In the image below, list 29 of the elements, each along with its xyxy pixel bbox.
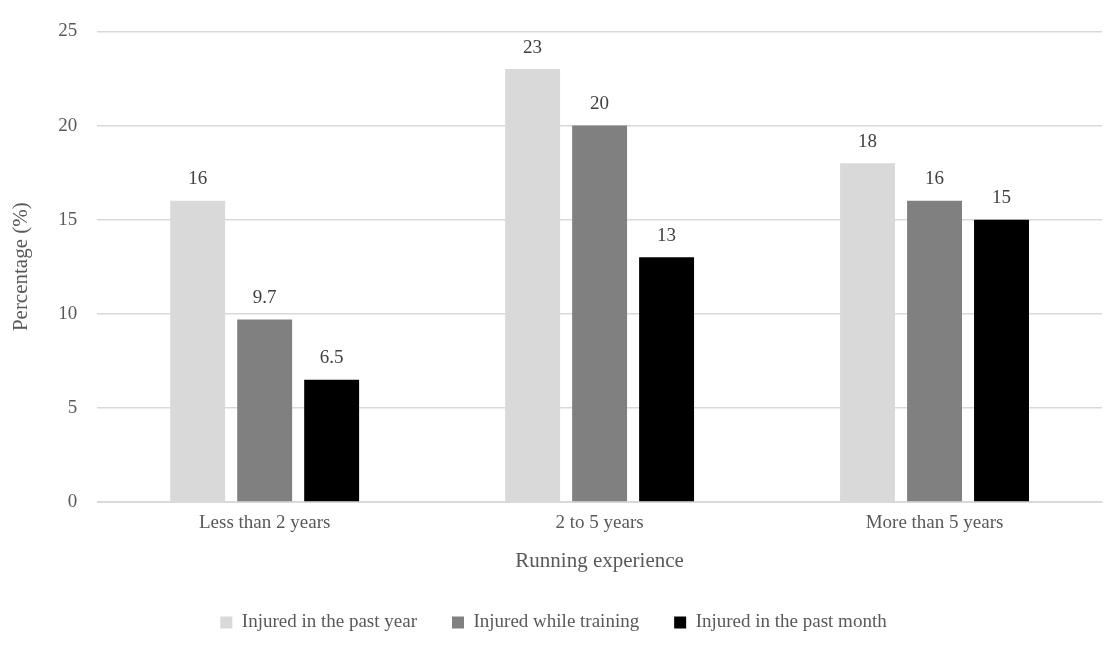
x-tick-label: Less than 2 years (198, 511, 331, 533)
y-tick-label: 0 (67, 489, 78, 511)
bar (304, 379, 360, 502)
bar (974, 219, 1029, 502)
y-tick-label: 5 (67, 395, 78, 417)
x-tick-label: More than 5 years (865, 511, 1004, 533)
x-axis-title: Running experience (515, 547, 684, 572)
bar (572, 125, 628, 502)
data-label: 16 (188, 167, 208, 189)
bar (237, 319, 293, 502)
data-label: 15 (992, 186, 1012, 208)
data-label: 6.5 (319, 346, 344, 368)
y-tick-label: 25 (58, 19, 78, 41)
y-tick-label: 15 (58, 207, 78, 229)
y-tick-label: 20 (58, 113, 78, 135)
bar (907, 200, 962, 502)
data-label: 23 (523, 35, 543, 57)
y-tick-label: 10 (58, 301, 78, 323)
legend-label: Injured while training (473, 610, 640, 632)
legend-label: Injured in the past month (695, 610, 888, 632)
legend-label: Injured in the past year (241, 610, 418, 632)
data-label: 20 (590, 92, 610, 113)
data-label: 9.7 (252, 285, 277, 307)
data-label: 16 (925, 167, 945, 189)
data-label: 13 (657, 223, 677, 245)
y-axis-title: Percentage (%) (8, 202, 33, 332)
bar (639, 257, 695, 502)
data-label: 18 (858, 129, 878, 151)
x-tick-label: 2 to 5 years (555, 511, 644, 533)
